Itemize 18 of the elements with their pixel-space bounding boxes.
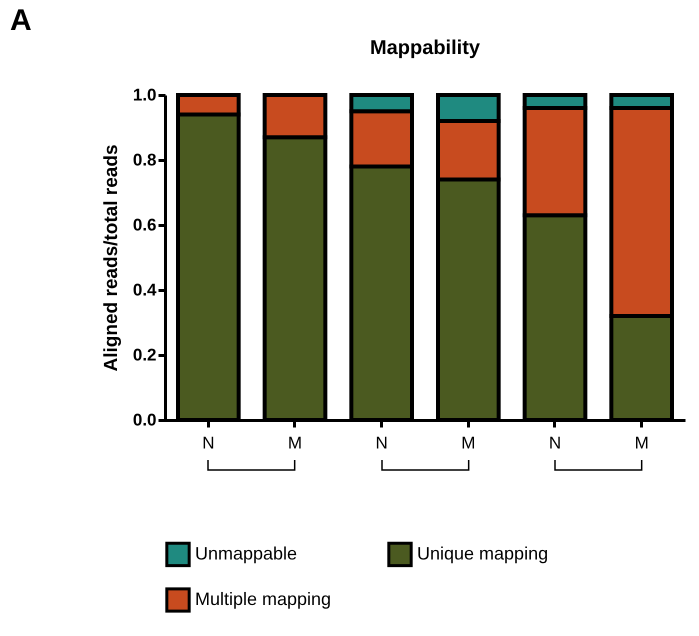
y-tick-label: 0.0 — [132, 410, 156, 430]
y-tick-label: 1.0 — [132, 86, 156, 104]
text: A — [10, 4, 32, 38]
chart-title: Mappability — [370, 37, 481, 59]
x-tick-label: N — [202, 434, 214, 452]
x-tick-label: M — [634, 434, 649, 452]
legend-label: Unmappable — [195, 543, 298, 564]
x-tick-label: M — [288, 434, 302, 452]
legend-label: Multiple mapping — [195, 589, 332, 609]
x-tick-label: N — [376, 434, 388, 452]
x-tick-label: M — [461, 434, 476, 452]
y-axis-title: Aligned reads/total reads — [100, 144, 122, 372]
y-tick-label: 0.2 — [132, 346, 156, 364]
x-tick-label: N — [548, 434, 562, 452]
y-tick-label: 0.4 — [132, 280, 158, 300]
y-tick-label: 0.6 — [132, 216, 156, 234]
y-tick-label: 0.8 — [132, 150, 156, 170]
legend-label: Unique mapping — [417, 543, 548, 564]
